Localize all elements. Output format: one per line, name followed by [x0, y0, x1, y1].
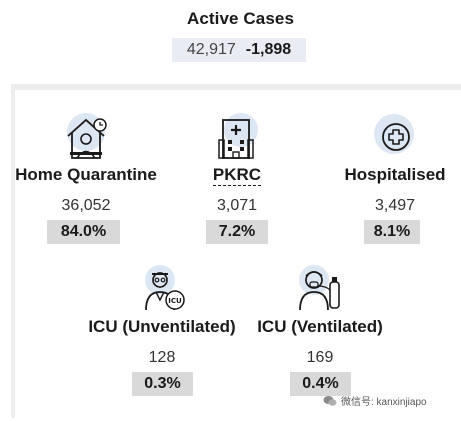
- card-home-quarantine: Home Quarantine 36,052 84.0%: [0, 108, 172, 248]
- ventilated-patient-icon: [299, 265, 340, 311]
- card-value: 169: [306, 349, 334, 366]
- card-pkrc: PKRC 3,071 7.2%: [197, 108, 277, 248]
- doctor-icu-icon: ICU: [145, 265, 185, 311]
- card-percent: 0.3%: [132, 372, 193, 396]
- header-change: -1,898: [245, 41, 292, 58]
- card-percent: 0.4%: [290, 372, 351, 396]
- card-icu-ventilated: ICU (Ventilated) 169 0.4%: [250, 262, 390, 402]
- card-percent: 7.2%: [206, 220, 268, 244]
- left-rule: [11, 90, 15, 418]
- card-label: ICU (Ventilated): [257, 317, 383, 336]
- card-value: 128: [148, 349, 176, 366]
- card-value: 3,071: [216, 197, 258, 214]
- hospital-cross-icon: [374, 114, 414, 154]
- pkrc-building-icon: [218, 113, 258, 159]
- card-percent: 8.1%: [364, 220, 420, 244]
- watermark-text: 微信号: kanxinjiapo: [341, 397, 427, 408]
- card-hospitalised: Hospitalised 3,497 8.1%: [335, 108, 455, 248]
- page-title: Active Cases: [186, 9, 295, 28]
- wechat-icon: [323, 395, 337, 406]
- divider: [11, 84, 461, 90]
- card-label: ICU (Unventilated): [88, 317, 236, 336]
- card-value: 36,052: [61, 197, 111, 214]
- home-quarantine-icon: [67, 113, 107, 159]
- card-icu-unventilated: ICU ICU (Unventilated) 128 0.3%: [82, 262, 242, 402]
- card-label: Hospitalised: [344, 165, 446, 184]
- header-summary: 42,917 -1,898: [172, 38, 306, 62]
- card-value: 3,497: [374, 197, 416, 214]
- svg-text:ICU: ICU: [168, 297, 182, 305]
- card-percent: 84.0%: [47, 220, 120, 244]
- card-label: PKRC: [197, 165, 277, 186]
- watermark: 微信号: kanxinjiapo: [323, 393, 427, 408]
- card-label-text: PKRC: [212, 165, 262, 186]
- card-label: Home Quarantine: [15, 165, 157, 184]
- header-total: 42,917: [186, 41, 236, 58]
